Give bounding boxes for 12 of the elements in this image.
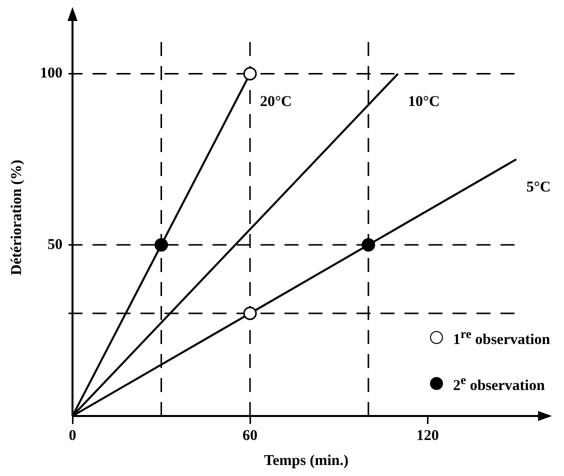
y-tick-label: 100 xyxy=(40,66,62,82)
y-tick-label: 50 xyxy=(48,236,62,253)
series-label: 20°C xyxy=(260,94,292,110)
x-tick-label: 60 xyxy=(242,428,258,444)
x-axis-title: Temps (min.) xyxy=(264,452,348,469)
legend-label: 2$^{e}$ observation xyxy=(453,372,545,396)
legend-label: 1$^{re}$ observation xyxy=(453,326,550,350)
x-tick-label: 0 xyxy=(68,428,76,444)
y-axis-title: Détérioration (%) xyxy=(8,160,25,276)
x-tick-label: 120 xyxy=(416,428,439,444)
series-label: 10°C xyxy=(408,94,440,110)
series-label: 5°C xyxy=(526,179,551,196)
